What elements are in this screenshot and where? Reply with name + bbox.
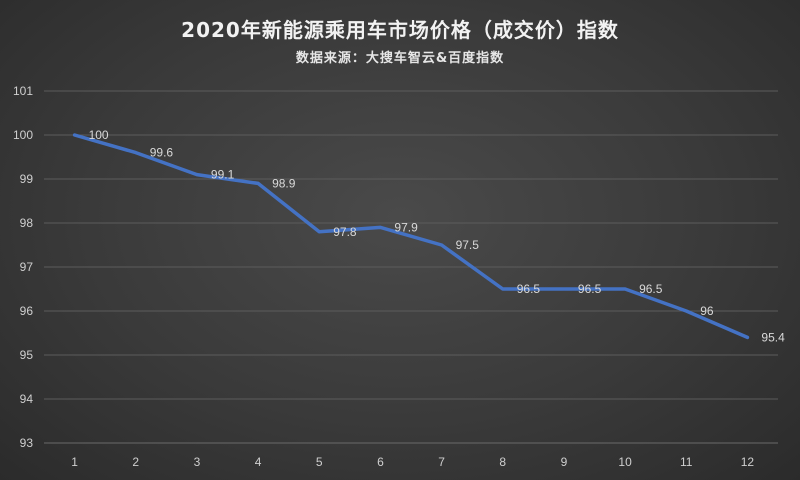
x-tick-label: 3 [194,455,201,469]
x-tick-label: 6 [377,455,384,469]
data-point [623,287,627,291]
data-label: 97.5 [456,238,480,252]
data-label: 96.5 [578,282,602,296]
data-point [440,243,444,247]
data-point [195,173,199,177]
data-point [501,287,505,291]
data-label: 99.1 [211,168,235,182]
y-tick-label: 99 [20,172,34,186]
data-label: 97.9 [394,220,418,234]
data-point [562,287,566,291]
x-tick-label: 8 [499,455,506,469]
x-tick-label: 1 [71,455,78,469]
x-tick-label: 11 [680,455,693,469]
x-tick-label: 2 [132,455,139,469]
x-tick-label: 5 [316,455,323,469]
x-tick-label: 12 [741,455,755,469]
data-label: 98.9 [272,176,296,190]
data-label: 96.5 [517,282,541,296]
y-tick-label: 93 [20,436,34,450]
chart-subtitle: 数据来源：大搜车智云&百度指数 [295,51,505,66]
data-label: 95.4 [761,330,785,344]
x-tick-label: 9 [561,455,568,469]
data-point [684,309,688,313]
data-point [73,133,77,137]
x-tick-label: 10 [618,455,632,469]
data-point [745,335,749,339]
series-line-0 [72,133,750,340]
chart-title: 2020年新能源乘用车市场价格（成交价）指数 [181,18,619,42]
data-point [134,151,138,155]
y-tick-label: 95 [20,348,34,362]
x-tick-label: 7 [438,455,445,469]
y-tick-label: 100 [13,128,33,142]
data-label: 96 [700,304,714,318]
data-label: 99.6 [150,146,174,160]
data-point [256,181,260,185]
x-tick-label: 4 [255,455,262,469]
data-point [378,225,382,229]
data-label: 97.8 [333,225,357,239]
data-label: 100 [89,128,109,142]
data-label: 96.5 [639,282,663,296]
y-tick-label: 96 [20,304,34,318]
y-tick-label: 97 [20,260,34,274]
y-tick-label: 98 [20,216,34,230]
data-point [317,230,321,234]
y-tick-label: 101 [13,84,33,98]
y-tick-label: 94 [20,392,34,406]
